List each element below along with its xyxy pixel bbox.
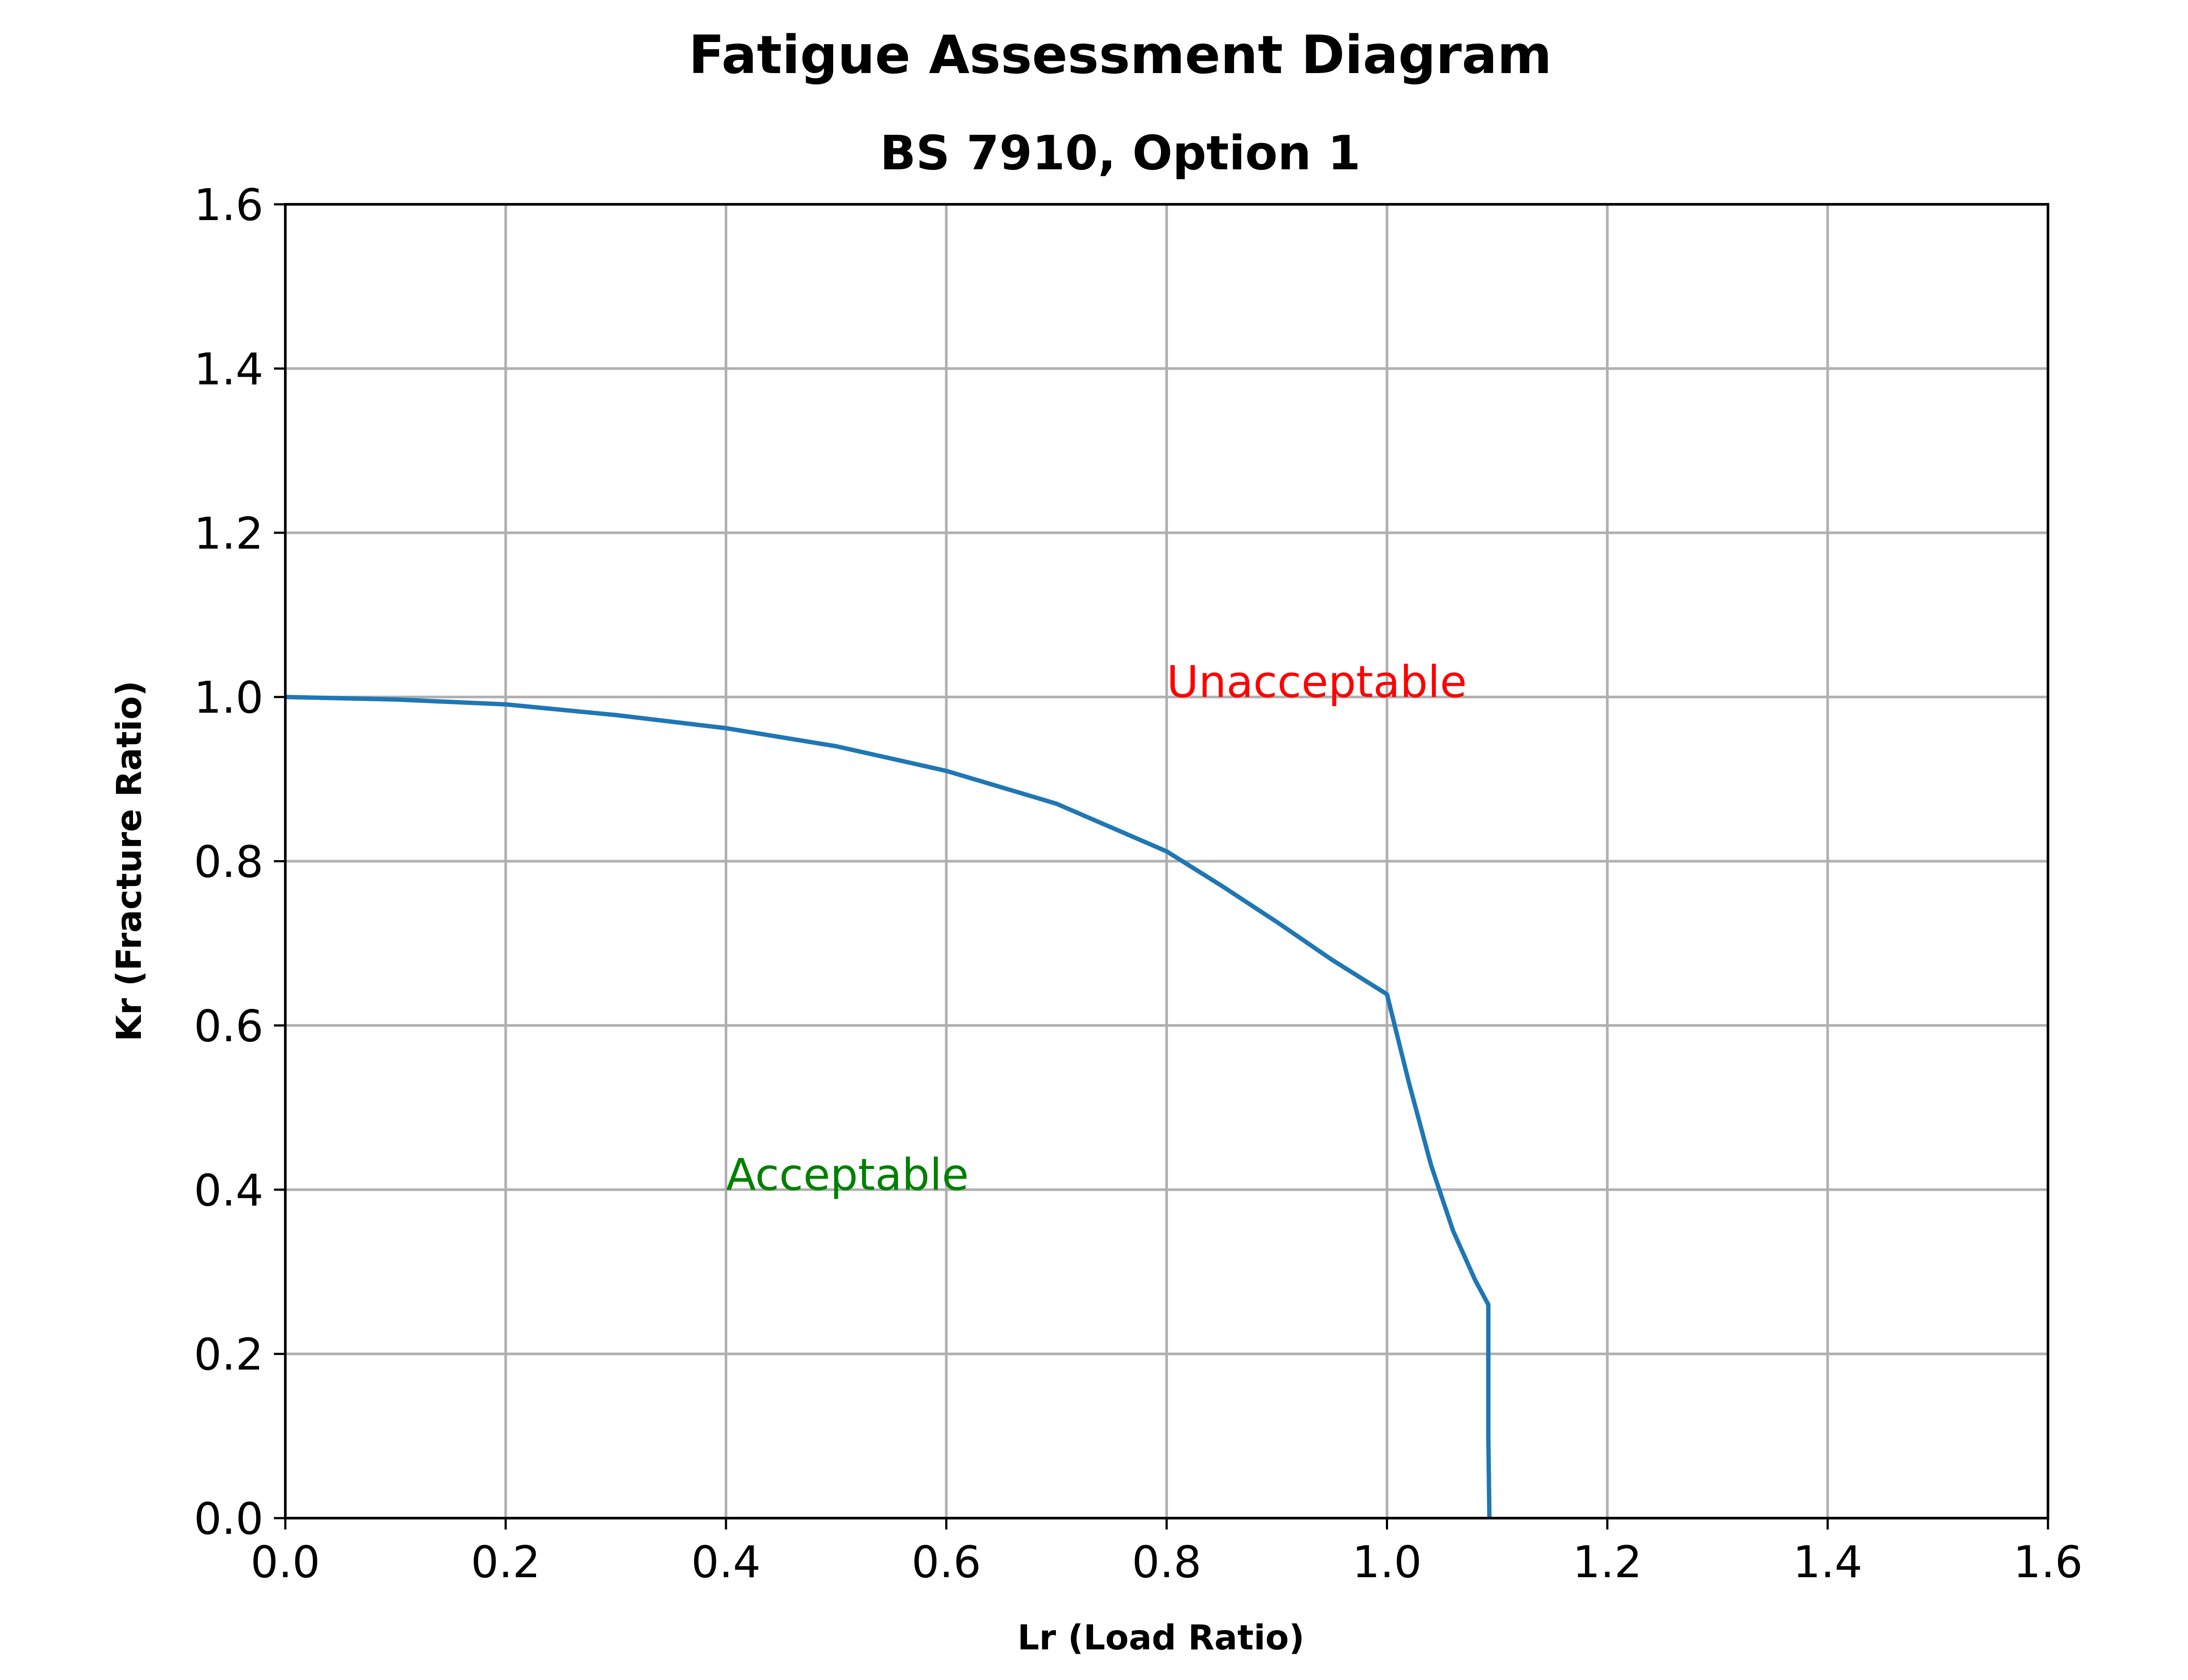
y-tick-label: 0.0: [194, 1493, 263, 1544]
chart-title: Fatigue Assessment Diagram: [689, 25, 1552, 86]
y-tick-label: 1.4: [194, 343, 263, 395]
y-tick-label: 1.6: [194, 179, 263, 231]
y-tick-label: 0.2: [194, 1329, 263, 1380]
annotation-unacceptable-label: Unacceptable: [1167, 656, 1467, 707]
x-tick-label: 1.0: [1352, 1536, 1422, 1588]
x-tick-label: 0.0: [250, 1536, 320, 1588]
x-tick-label: 1.6: [2013, 1536, 2083, 1588]
series-layer: [285, 695, 1492, 1519]
failure-assessment-line: [285, 695, 1492, 1519]
x-tick-label: 1.4: [1793, 1536, 1862, 1588]
y-tick-label: 1.2: [194, 508, 263, 559]
y-tick-label: 1.0: [194, 672, 263, 723]
x-tick-label: 0.6: [912, 1536, 981, 1588]
chart-subtitle: BS 7910, Option 1: [880, 126, 1361, 181]
y-tick-label: 0.6: [194, 1001, 263, 1052]
x-tick-label: 0.2: [471, 1536, 540, 1588]
x-axis-label: Lr (Load Ratio): [1017, 1618, 1304, 1658]
annotation-acceptable-label: Acceptable: [726, 1149, 969, 1200]
annotation-layer: Unacceptable Acceptable: [726, 656, 1467, 1200]
ticks: 0.0 0.2 0.4 0.6 0.8 1.0 1.2 1.4 1.6 0.0 0.2 0.4 0.6 0…: [194, 179, 2083, 1588]
x-tick-label: 1.2: [1572, 1536, 1642, 1588]
x-tick-label: 0.4: [691, 1536, 761, 1588]
x-tick-label: 0.8: [1132, 1536, 1201, 1588]
y-tick-label: 0.8: [194, 836, 263, 888]
y-axis-label: Kr (Fracture Ratio): [110, 681, 149, 1042]
y-tick-label: 0.4: [194, 1165, 263, 1216]
